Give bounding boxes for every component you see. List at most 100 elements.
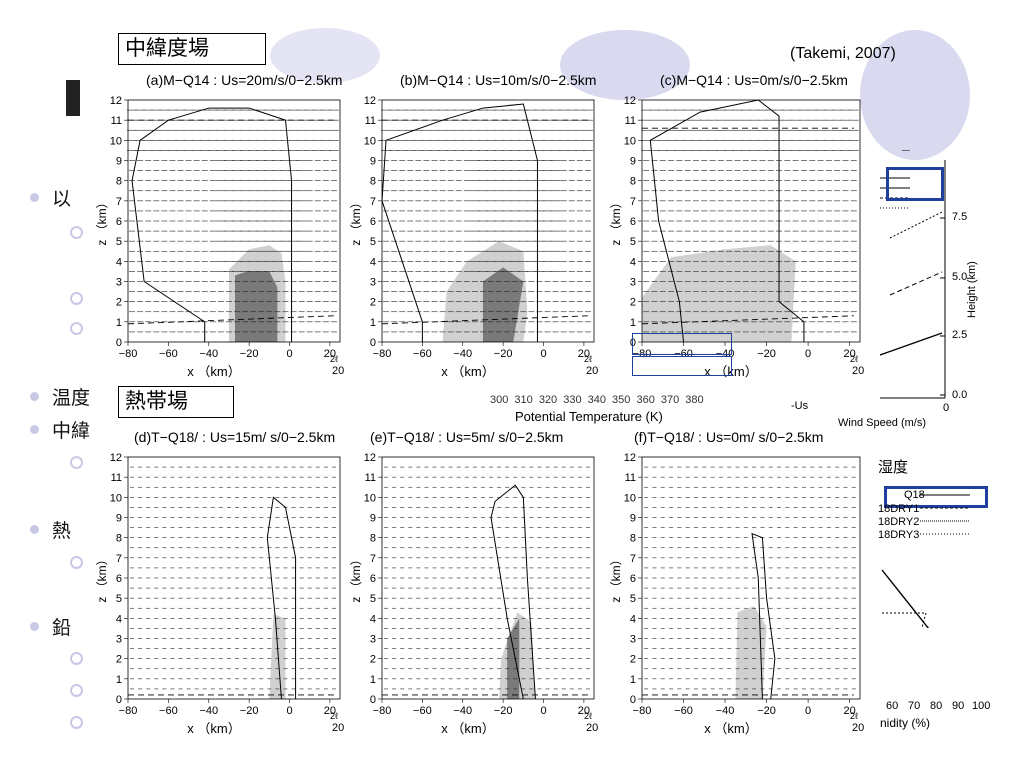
panel-c: (c)M−Q14 : Us=0m/s/0−2.5km 0 1 2 3 4 5 6 7 8 9 10 1…: [609, 70, 870, 390]
panel-f-title: (f)T−Q18/ : Us=0m/ s/0−2.5km: [634, 429, 824, 445]
panel-a: (a)M−Q14 : Us=20m/s/0−2.5km 0 1 2 3 4 5 6 7 8 9 10…: [95, 70, 346, 390]
z-tick-label: 4: [630, 256, 636, 268]
x-tick-label: −60: [674, 705, 693, 717]
x-tick-label: 0: [540, 348, 546, 360]
cloud-boundary-contour: [266, 496, 297, 700]
legend-q18dry2: 18DRY2: [878, 516, 920, 528]
x-tick-label: −40: [199, 705, 218, 717]
x-tick-label: −80: [373, 348, 392, 360]
x-axis-label: x （km）: [441, 364, 494, 379]
highlight-box-1: [632, 333, 732, 355]
z-tick-label: 8: [630, 176, 636, 188]
vector-ref-label: 20: [586, 365, 598, 377]
x-tick-label: −60: [159, 705, 178, 717]
z-tick-label: 11: [625, 472, 636, 484]
vector-ref-label: 20: [332, 365, 344, 377]
z-tick-label: 12: [624, 95, 636, 107]
z-axis-label: z （km）: [96, 553, 109, 602]
height-tick-7-5: 7.5: [952, 211, 968, 223]
decor-circle-2: [560, 30, 690, 100]
decor-circle-3: [860, 30, 970, 160]
panel-b-title: (b)M−Q14 : Us=10m/s/0−2.5km: [400, 72, 597, 88]
z-tick-label: 5: [370, 236, 376, 248]
z-tick-label: 0: [116, 694, 122, 706]
x-tick-label: −40: [199, 348, 218, 360]
z-tick-label: 6: [370, 216, 376, 228]
z-tick-label: 12: [110, 95, 122, 107]
cloud-shade-dark: [235, 271, 278, 342]
z-tick-label: 8: [630, 533, 636, 545]
x-tick-label: 20: [324, 705, 336, 717]
x-tick-label: −60: [159, 348, 178, 360]
bullet-5: [30, 622, 39, 631]
z-tick-label: 3: [630, 634, 636, 646]
vector-ref-label: 20: [852, 365, 864, 377]
z-tick-label: 12: [110, 452, 122, 464]
z-tick-label: 5: [116, 236, 122, 248]
vector-ref-top: 2ℓ: [330, 354, 339, 364]
height-tick-2-5: 2.5: [952, 329, 968, 341]
panel-b: (b)M−Q14 : Us=10m/s/0−2.5km 0 1 2 3 4 5 6 7 8 9 10…: [349, 70, 600, 390]
humidity-tick-90: 90: [952, 700, 965, 712]
x-axis-label: x （km）: [187, 364, 240, 379]
x-tick-label: 20: [324, 348, 336, 360]
sub-bullet-8: [70, 716, 83, 729]
wind-speed-label: Wind Speed (m/s): [838, 417, 927, 429]
x-tick-label: −80: [373, 705, 392, 717]
z-tick-label: 4: [370, 256, 376, 268]
dashed-contour-low: [641, 315, 854, 325]
z-tick-label: 1: [116, 674, 122, 686]
humidity-tick-80: 80: [930, 700, 943, 712]
z-tick-label: 6: [630, 573, 636, 585]
panel-e-title: (e)T−Q18/ : Us=5m/ s/0−2.5km: [370, 429, 564, 445]
z-tick-label: 8: [370, 533, 376, 545]
bg-fragment-3: 中緯: [52, 421, 91, 442]
z-tick-label: 11: [365, 115, 376, 127]
dashed-contour-low: [381, 315, 588, 325]
z-tick-label: 2: [630, 654, 636, 666]
z-tick-label: 10: [624, 135, 636, 147]
z-tick-label: 1: [630, 674, 636, 686]
z-tick-label: 4: [630, 613, 636, 625]
bullet-4: [30, 525, 39, 534]
z-tick-label: 2: [116, 297, 122, 309]
z-tick-label: 1: [630, 317, 636, 329]
x-tick-label: −20: [240, 348, 259, 360]
z-tick-label: 10: [110, 492, 122, 504]
vector-ref-top: 2ℓ: [584, 354, 593, 364]
cloud-shade-dark: [482, 267, 524, 342]
z-tick-label: 7: [630, 553, 636, 565]
z-tick-label: 10: [364, 492, 376, 504]
z-tick-label: 4: [116, 256, 122, 268]
humidity-tick-70: 70: [908, 700, 921, 712]
z-tick-label: 4: [370, 613, 376, 625]
panel-c-title: (c)M−Q14 : Us=0m/s/0−2.5km: [660, 72, 848, 88]
cloud-boundary-contour: [751, 532, 776, 700]
x-tick-label: −20: [240, 705, 259, 717]
z-tick-label: 3: [370, 634, 376, 646]
z-tick-label: 9: [370, 156, 376, 168]
x-tick-label: 20: [578, 348, 590, 360]
z-tick-label: 0: [630, 694, 636, 706]
x-tick-label: −20: [494, 705, 513, 717]
humidity-label: 湿度: [878, 459, 909, 476]
sub-bullet-7: [70, 684, 83, 697]
z-tick-label: 3: [370, 277, 376, 289]
z-tick-label: 1: [116, 317, 122, 329]
vector-ref-top: 2ℓ: [850, 711, 859, 721]
panel-d-title: (d)T−Q18/ : Us=15m/ s/0−2.5km: [134, 429, 336, 445]
z-tick-label: 7: [116, 553, 122, 565]
cloud-shade-light: [269, 614, 286, 699]
cloud-shade-light: [642, 245, 796, 342]
potential-temp-label: Potential Temperature (K): [515, 409, 663, 424]
z-tick-label: 11: [625, 115, 636, 127]
humidity-profile-chart: [881, 494, 970, 628]
potential-temp-ticks: 300 310 320 330 340 350 360 370 380: [490, 394, 704, 406]
dashed-contour-low: [127, 315, 334, 325]
z-tick-label: 6: [116, 216, 122, 228]
z-tick-label: 6: [630, 216, 636, 228]
bullet-2: [30, 392, 39, 401]
